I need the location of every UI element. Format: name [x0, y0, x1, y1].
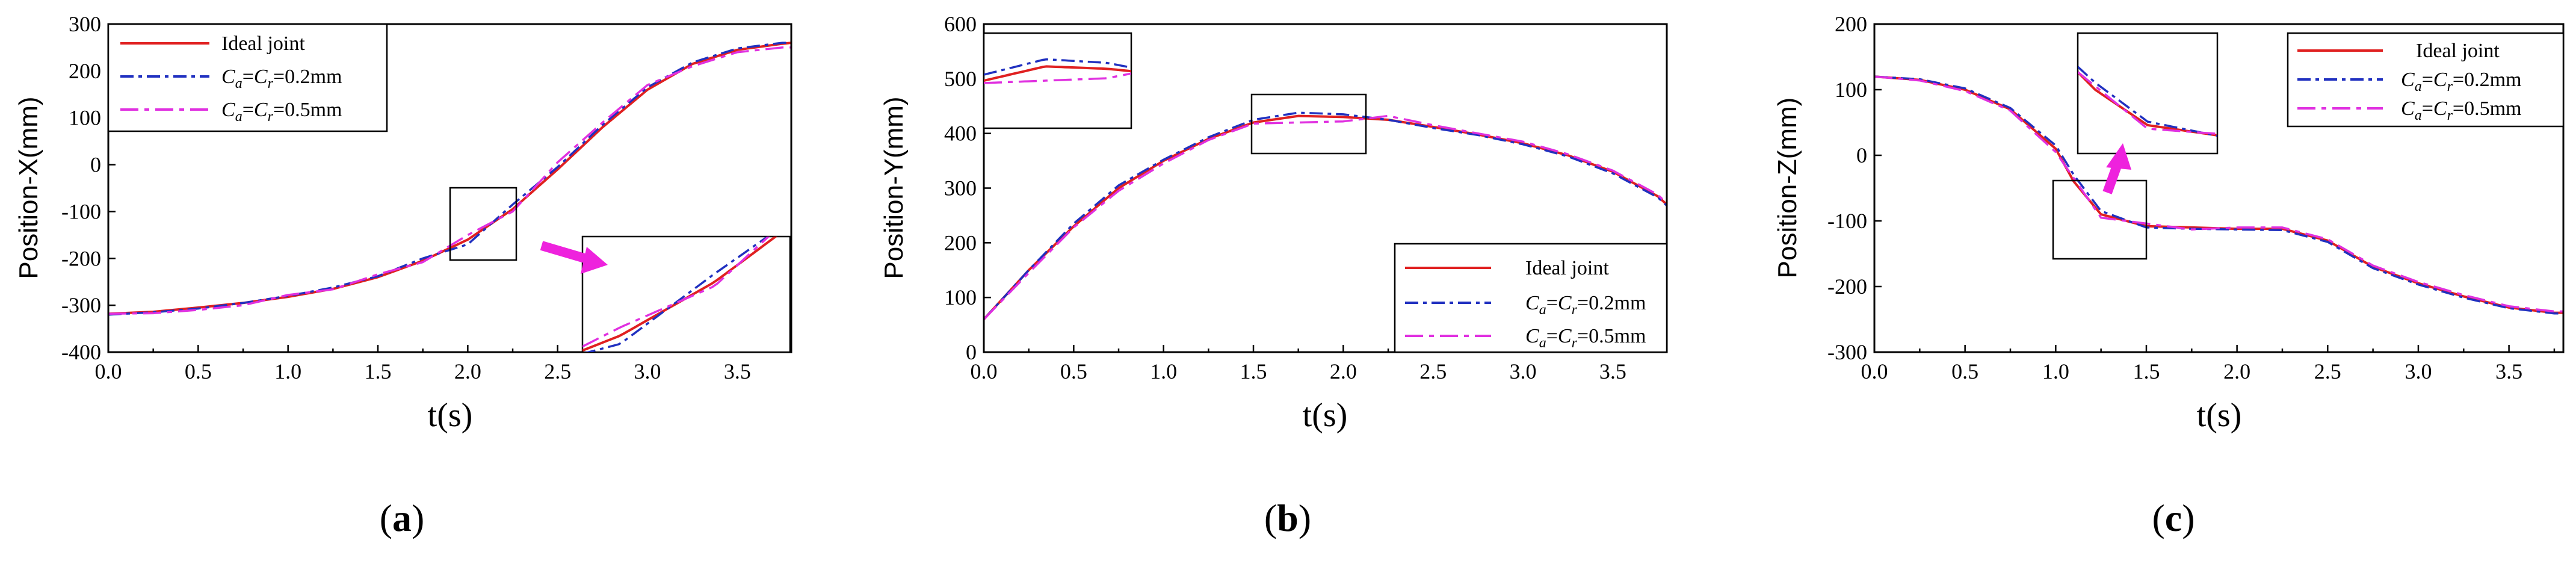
y-tick-label: 300 [69, 12, 101, 36]
x-tick-label: 2.0 [454, 359, 481, 383]
x-axis-title-a: t(s) [428, 397, 473, 434]
y-tick-label: 0 [1856, 143, 1867, 167]
panel-label-b: (b) [1264, 497, 1311, 539]
y-tick-label: -300 [61, 293, 101, 317]
x-tick-label: 3.5 [2495, 359, 2522, 383]
panel-label-c: (c) [2152, 497, 2195, 539]
x-tick-label: 3.5 [724, 359, 751, 383]
x-tick-label: 0.5 [1060, 359, 1087, 383]
y-tick-label: 0 [966, 340, 977, 364]
y-tick-label: 200 [1835, 12, 1867, 36]
x-tick-label: 0.5 [185, 359, 212, 383]
chart-panel-b: 0.0 0.5 1.0 1.5 2.0 2.5 3.0 3.5 0 100 200 300 400 50… [879, 12, 1668, 434]
x-tick-label: 1.5 [365, 359, 392, 383]
plot-frame-a [107, 23, 792, 353]
legend-label-c05-a: Ca=Cr=0.5mm [221, 99, 342, 125]
y-axis-title-b: Position-Y(mm) [879, 96, 909, 279]
x-tick-label: 1.0 [274, 359, 301, 383]
y-tick-label: -100 [1827, 209, 1867, 233]
x-tick-label: 3.0 [634, 359, 661, 383]
x-tick-label: 3.0 [1510, 359, 1537, 383]
legend-label-c05-c: Ca=Cr=0.5mm [2401, 98, 2521, 123]
zoom-region-a [449, 187, 517, 261]
legend-label-c02-c: Ca=Cr=0.2mm [2401, 69, 2521, 95]
x-tick-label: 1.5 [2133, 359, 2160, 383]
plot-frame-c [1873, 23, 2565, 353]
legend-label-ideal-b: Ideal joint [1525, 257, 1609, 279]
inset-series-c02-b [984, 58, 1131, 76]
series-line-ideal-a [108, 42, 791, 315]
y-tick-label: 300 [944, 176, 977, 200]
zoom-region-c [2052, 179, 2148, 260]
inset-box-a [581, 235, 791, 353]
zoom-region-b [1250, 93, 1367, 155]
legend-c: Ideal joint Ca=Cr=0.2mm Ca=Cr=0.5mm [2287, 32, 2565, 128]
y-tick-label: -100 [61, 199, 101, 223]
legend-label-ideal-c: Ideal joint [2416, 40, 2500, 62]
x-tick-label: 1.5 [1240, 359, 1267, 383]
x-tick-label: 1.0 [2042, 359, 2069, 383]
y-tick-label: 0 [90, 153, 101, 177]
y-tick-label: 500 [944, 67, 977, 91]
x-tick-label: 0.5 [1951, 359, 1978, 383]
y-tick-label: -300 [1827, 340, 1867, 364]
inset-series-ideal-b [984, 65, 1131, 82]
y-tick-label: 200 [944, 231, 977, 255]
y-tick-label: -200 [1827, 274, 1867, 299]
x-tick-label: 2.0 [1330, 359, 1357, 383]
x-tick-label: 3.0 [2405, 359, 2432, 383]
x-tick-label: 0.0 [971, 359, 998, 383]
legend-a: Ideal joint Ca=Cr=0.2mm Ca=Cr=0.5mm [107, 23, 388, 132]
series-line-c05-b [984, 114, 1667, 320]
x-tick-label: 1.0 [1150, 359, 1177, 383]
y-tick-label: 600 [944, 12, 977, 36]
series-line-c02-c [1874, 75, 2563, 315]
series-line-c05-c [1874, 75, 2563, 313]
chart-panel-a: 0.0 0.5 1.0 1.5 2.0 2.5 3.0 3.5 -400 -300 -200 -10… [14, 12, 792, 434]
legend-label-ideal-a: Ideal joint [221, 33, 305, 55]
y-tick-label: 100 [944, 285, 977, 309]
x-tick-label: 2.5 [1419, 359, 1447, 383]
x-tick-label: 0.0 [1861, 359, 1888, 383]
y-tick-label: 200 [69, 59, 101, 83]
x-tick-label: 2.5 [544, 359, 571, 383]
y-tick-label: -200 [61, 246, 101, 270]
y-axis-title-c: Position-Z(mm) [1773, 98, 1802, 279]
y-tick-label: 400 [944, 122, 977, 146]
legend-label-c05-b: Ca=Cr=0.5mm [1525, 325, 1646, 351]
x-axis-title-b: t(s) [1303, 397, 1348, 434]
y-axis-title-a: Position-X(mm) [14, 96, 43, 279]
zoom-arrow-a [540, 241, 608, 274]
legend-label-c02-b: Ca=Cr=0.2mm [1525, 292, 1646, 318]
x-tick-label: 2.0 [2223, 359, 2250, 383]
x-tick-label: 0.0 [95, 359, 122, 383]
series-line-c02-b [984, 111, 1667, 320]
inset-series-c05-b [984, 72, 1131, 84]
y-tick-label: -400 [61, 340, 101, 364]
inset-series-c02-a [584, 237, 770, 352]
x-tick-label: 3.5 [1599, 359, 1626, 383]
x-axis-title-c: t(s) [2197, 397, 2242, 434]
series-line-c05-a [108, 46, 791, 315]
legend-b: Ideal joint Ca=Cr=0.2mm Ca=Cr=0.5mm [1394, 243, 1668, 353]
inset-series-c05-a [582, 237, 770, 348]
x-tick-label: 2.5 [2314, 359, 2341, 383]
legend-label-c02-a: Ca=Cr=0.2mm [221, 66, 342, 91]
y-tick-label: 100 [1835, 78, 1867, 102]
panel-label-a: (a) [380, 497, 425, 539]
zoom-arrow-c [2102, 143, 2131, 194]
y-tick-label: 100 [69, 106, 101, 130]
series-line-c02-a [108, 42, 791, 316]
inset-series-c02-c [2078, 66, 2217, 137]
chart-panel-c: 0.0 0.5 1.0 1.5 2.0 2.5 3.0 3.5 -300 -200 -100 0 10… [1773, 12, 2565, 434]
